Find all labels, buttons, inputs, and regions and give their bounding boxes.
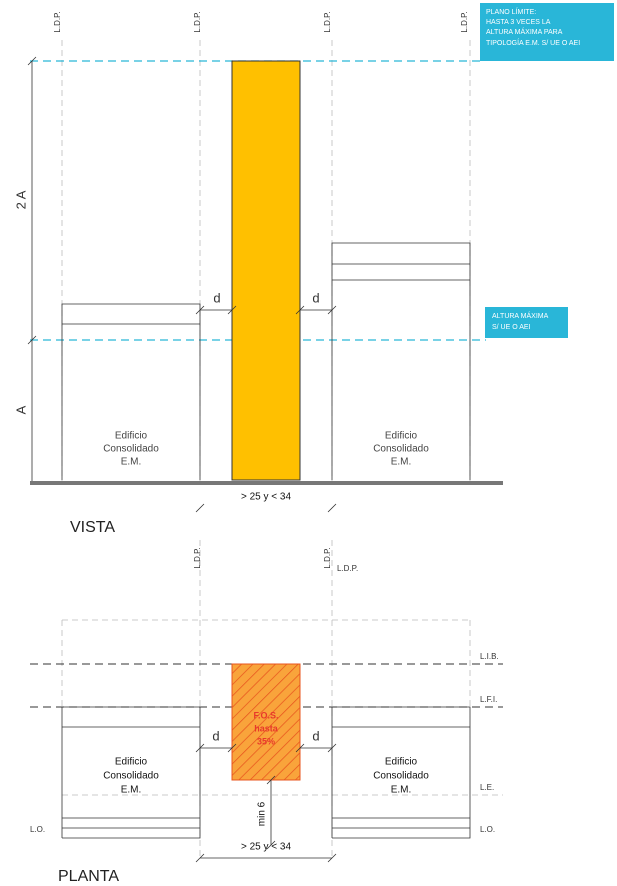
gap-label: d bbox=[212, 728, 219, 743]
building-text: Edificio bbox=[385, 757, 418, 768]
building-text: Edificio bbox=[115, 757, 148, 768]
planta: L.D.P. L.D.P. L.D.P. L.I.B. L.F.I. L.E. … bbox=[30, 540, 503, 885]
vista: L.D.P. L.D.P. L.D.P. L.D.P. PLANO LÍMITE… bbox=[13, 3, 614, 536]
note-line: HASTA 3 VECES LA bbox=[486, 19, 551, 26]
building-text: Edificio bbox=[115, 431, 148, 442]
line-label: L.I.B. bbox=[480, 652, 499, 661]
buildings bbox=[61, 242, 471, 480]
line-label: L.O. bbox=[480, 825, 495, 834]
building-text: E.M. bbox=[121, 785, 142, 796]
tower bbox=[231, 60, 301, 481]
ldp-label: L.D.P. bbox=[193, 11, 202, 32]
ldp-label: L.D.P. bbox=[193, 547, 202, 568]
building-text: E.M. bbox=[391, 457, 412, 468]
building-text: Consolidado bbox=[373, 444, 429, 455]
building-text: Consolidado bbox=[103, 771, 159, 782]
frontage-label: > 25 y < 34 bbox=[241, 492, 291, 503]
note-line: ALTURA MÁXIMA PARA bbox=[486, 27, 563, 36]
height-label: 2 A bbox=[13, 190, 28, 209]
line-label: L.O. bbox=[30, 825, 45, 834]
min-label: min 6 bbox=[257, 801, 268, 826]
note-line: ALTURA MÁXIMA bbox=[492, 311, 549, 320]
planta-title: PLANTA bbox=[58, 868, 119, 885]
note-line: S/ UE O AEI bbox=[492, 324, 531, 331]
vista-title: VISTA bbox=[70, 519, 115, 536]
fos-text: 35% bbox=[257, 736, 275, 746]
ldp-label: L.D.P. bbox=[337, 564, 358, 573]
height-dimension bbox=[27, 56, 37, 483]
gap-label: d bbox=[312, 728, 319, 743]
dimensions bbox=[195, 743, 337, 863]
ground bbox=[30, 481, 503, 485]
height-label: A bbox=[13, 405, 28, 414]
frontage-label: > 25 y < 34 bbox=[241, 842, 291, 853]
building-text: E.M. bbox=[121, 457, 142, 468]
fos-text: hasta bbox=[254, 723, 279, 733]
frontage-ticks bbox=[195, 503, 337, 513]
line-label: L.E. bbox=[480, 783, 494, 792]
building-text: Consolidado bbox=[103, 444, 159, 455]
note-line: TIPOLOGÍA E.M. S/ UE O AEI bbox=[486, 38, 580, 47]
limit-note-box bbox=[480, 3, 614, 61]
note-line: PLANO LÍMITE: bbox=[486, 7, 536, 16]
gap-dimensions bbox=[195, 305, 337, 315]
building-text: E.M. bbox=[391, 785, 412, 796]
ldp-label: L.D.P. bbox=[323, 547, 332, 568]
gap-label: d bbox=[312, 290, 319, 305]
ldp-label: L.D.P. bbox=[53, 11, 62, 32]
building-text: Edificio bbox=[385, 431, 418, 442]
max-height-box bbox=[485, 307, 568, 338]
line-label: L.F.I. bbox=[480, 695, 497, 704]
fos-text: F.O.S. bbox=[253, 710, 278, 720]
ldp-label: L.D.P. bbox=[460, 11, 469, 32]
ldp-lines bbox=[61, 40, 471, 483]
gap-label: d bbox=[213, 290, 220, 305]
buildings bbox=[61, 706, 471, 839]
fos-area bbox=[231, 663, 301, 781]
ldp-label: L.D.P. bbox=[323, 11, 332, 32]
building-text: Consolidado bbox=[373, 771, 429, 782]
